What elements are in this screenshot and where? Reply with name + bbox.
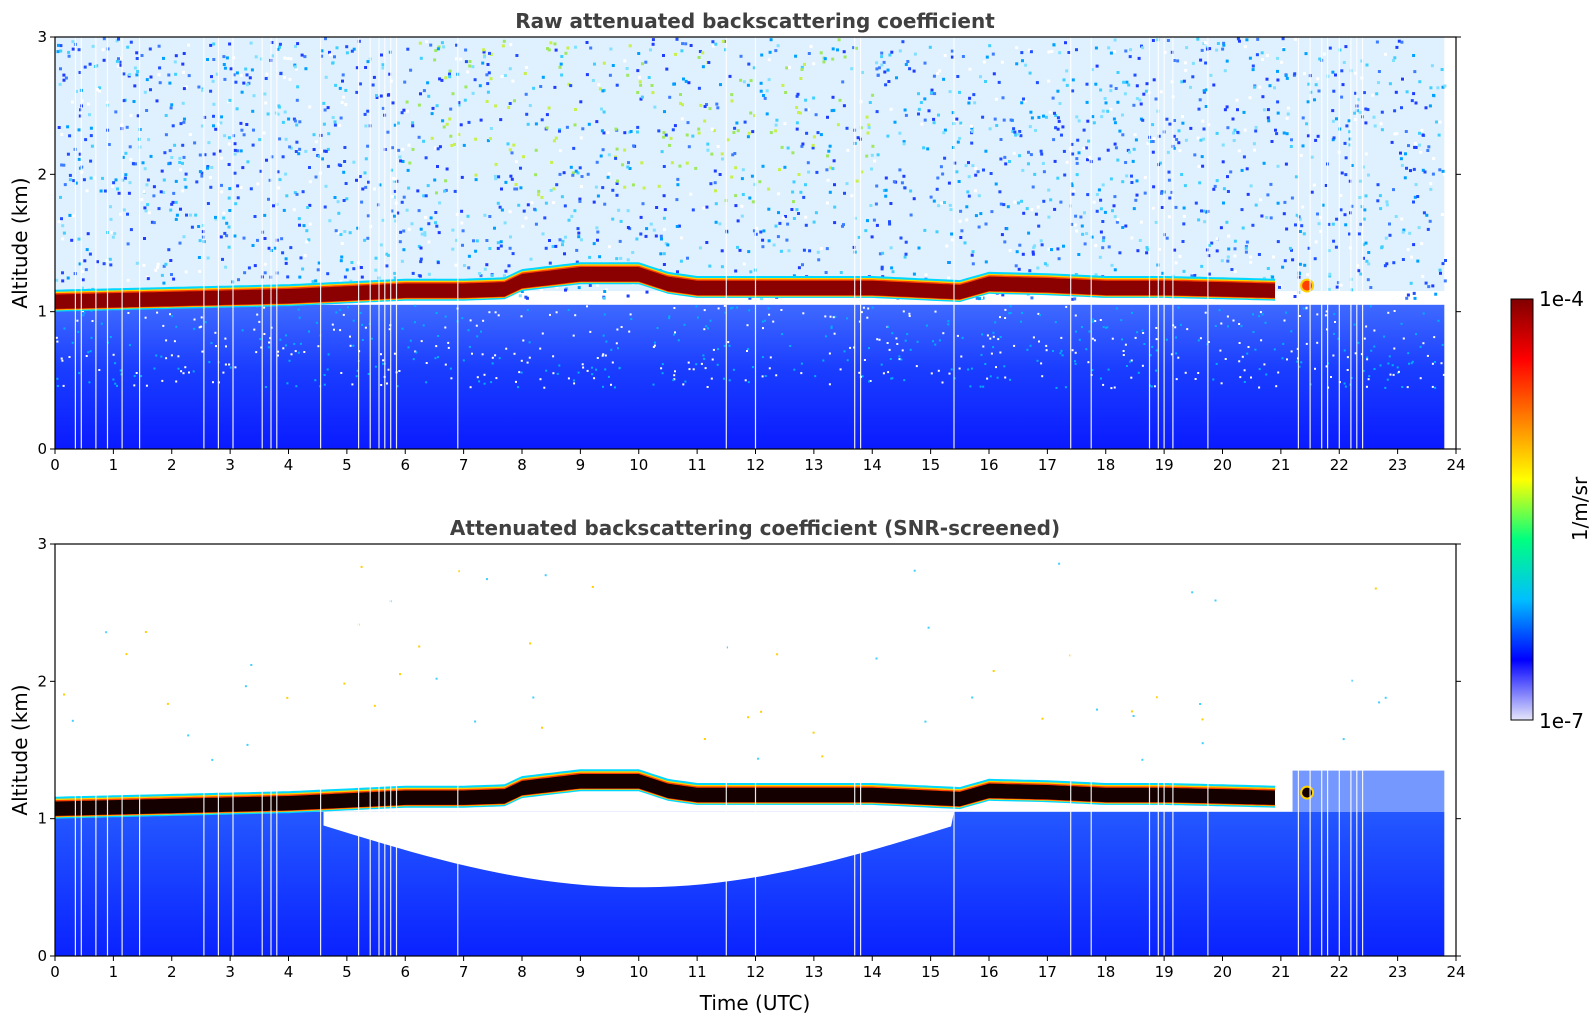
cloud-blob xyxy=(1300,785,1315,800)
x-tick-label: 12 xyxy=(746,963,765,981)
x-tick-label: 1 xyxy=(109,456,119,474)
x-tick-label: 6 xyxy=(400,456,410,474)
x-tick-label: 22 xyxy=(1330,963,1349,981)
y-tick-label: 3 xyxy=(37,28,47,46)
noise-speckle xyxy=(55,37,1447,301)
panel-raw-y-label: Altitude (km) xyxy=(8,177,32,308)
x-tick-label: 21 xyxy=(1271,963,1290,981)
cloud-blob xyxy=(1300,278,1315,293)
x-tick-label: 11 xyxy=(688,963,707,981)
x-tick-label: 14 xyxy=(863,456,882,474)
colorbar-unit-label: 1/m/sr xyxy=(1568,476,1592,541)
panel-raw-title: Raw attenuated backscattering coefficien… xyxy=(515,9,995,33)
missing-profile-lines xyxy=(74,544,1364,956)
colorbar-max-label: 1e-4 xyxy=(1539,287,1584,311)
x-tick-label: 6 xyxy=(400,963,410,981)
colorbar: 1e-4 1e-7 1/m/sr xyxy=(1510,287,1592,733)
x-tick-label: 2 xyxy=(167,456,177,474)
screened-gap xyxy=(323,811,954,888)
x-tick-label: 18 xyxy=(1096,963,1115,981)
missing-profile-lines xyxy=(74,37,1364,449)
x-tick-label: 8 xyxy=(517,963,527,981)
panel-raw-y-axis: 0 1 2 3 xyxy=(37,28,1461,458)
x-tick-label: 3 xyxy=(225,456,235,474)
x-tick-label: 4 xyxy=(284,963,294,981)
x-tick-label: 16 xyxy=(979,456,998,474)
boundary-speckle xyxy=(55,304,1445,390)
late-boundary-patch xyxy=(1292,770,1445,812)
x-tick-label: 4 xyxy=(284,456,294,474)
x-tick-label: 10 xyxy=(629,963,648,981)
colorbar-bar xyxy=(1510,298,1534,721)
boundary-layer xyxy=(55,304,1445,449)
x-tick-label: 14 xyxy=(863,963,882,981)
panel-screened-plot-area xyxy=(55,544,1445,956)
y-tick-label: 0 xyxy=(37,947,47,965)
y-tick-label: 1 xyxy=(37,303,47,321)
x-tick-label: 23 xyxy=(1388,963,1407,981)
x-tick-label: 7 xyxy=(459,963,469,981)
x-tick-label: 11 xyxy=(688,456,707,474)
x-tick-label: 1 xyxy=(109,963,119,981)
x-tick-label: 23 xyxy=(1388,456,1407,474)
x-tick-label: 8 xyxy=(517,456,527,474)
x-tick-label: 7 xyxy=(459,456,469,474)
x-tick-label: 20 xyxy=(1213,963,1232,981)
panel-screened-y-label: Altitude (km) xyxy=(8,684,32,815)
x-tick-label: 21 xyxy=(1271,456,1290,474)
x-tick-label: 17 xyxy=(1038,456,1057,474)
panel-screened-x-axis: 0 1 2 3 4 5 6 7 8 9 10 11 12 13 14 15 16 17 18 19 20 21 22 23 24 xyxy=(50,956,1466,981)
panel-raw: Raw attenuated backscattering coefficien… xyxy=(8,9,1466,474)
x-tick-label: 22 xyxy=(1330,456,1349,474)
x-tick-label: 24 xyxy=(1446,963,1465,981)
x-tick-label: 13 xyxy=(804,963,823,981)
panel-screened-x-label: Time (UTC) xyxy=(699,991,811,1015)
cloud-core xyxy=(55,774,1275,816)
x-tick-label: 24 xyxy=(1446,456,1465,474)
x-tick-label: 10 xyxy=(629,456,648,474)
x-tick-label: 5 xyxy=(342,456,352,474)
x-tick-label: 0 xyxy=(50,963,60,981)
x-tick-label: 15 xyxy=(921,456,940,474)
x-tick-label: 19 xyxy=(1155,963,1174,981)
colorbar-min-label: 1e-7 xyxy=(1539,709,1584,733)
panel-screened-title: Attenuated backscattering coefficient (S… xyxy=(450,516,1060,540)
panel-raw-x-axis: 0 1 2 3 4 5 6 7 8 9 10 11 12 13 14 15 16 17 18 19 20 21 22 23 24 xyxy=(50,449,1466,474)
y-tick-label: 1 xyxy=(37,810,47,828)
y-tick-label: 3 xyxy=(37,535,47,553)
panel-screened: Attenuated backscattering coefficient (S… xyxy=(8,516,1466,1015)
y-tick-label: 0 xyxy=(37,440,47,458)
x-tick-label: 3 xyxy=(225,963,235,981)
x-tick-label: 12 xyxy=(746,456,765,474)
x-tick-label: 13 xyxy=(804,456,823,474)
x-tick-label: 17 xyxy=(1038,963,1057,981)
x-tick-label: 2 xyxy=(167,963,177,981)
x-tick-label: 18 xyxy=(1096,456,1115,474)
x-tick-label: 19 xyxy=(1155,456,1174,474)
sparse-points xyxy=(63,562,1387,761)
panel-screened-y-axis: 0 1 2 3 xyxy=(37,535,1461,965)
x-tick-label: 9 xyxy=(576,456,586,474)
x-tick-label: 20 xyxy=(1213,456,1232,474)
x-tick-label: 0 xyxy=(50,456,60,474)
y-tick-label: 2 xyxy=(37,165,47,183)
x-tick-label: 15 xyxy=(921,963,940,981)
x-tick-label: 5 xyxy=(342,963,352,981)
panel-raw-plot-area xyxy=(55,37,1447,449)
cloud-core xyxy=(55,267,1275,309)
x-tick-label: 16 xyxy=(979,963,998,981)
x-tick-label: 9 xyxy=(576,963,586,981)
y-tick-label: 2 xyxy=(37,672,47,690)
